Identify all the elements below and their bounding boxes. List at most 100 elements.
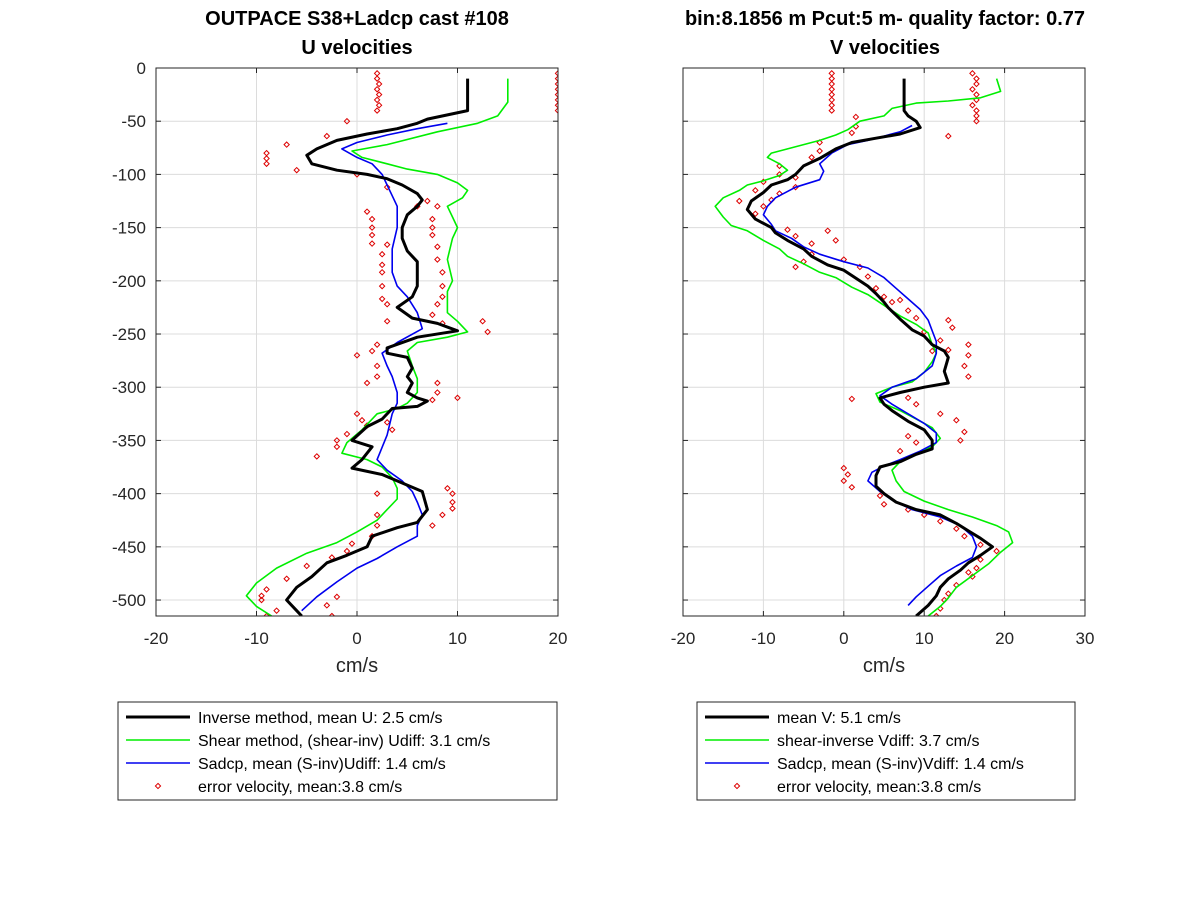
v-error-velocity-point	[828, 70, 836, 77]
u-error-velocity-point	[479, 317, 486, 325]
v-error-velocity-point	[752, 210, 759, 218]
u-error-velocity-point	[434, 256, 441, 263]
u-y-tick-label: -150	[112, 219, 146, 238]
u-error-velocity-point	[368, 231, 376, 239]
v-grid	[682, 67, 1086, 616]
u-error-velocity-point	[263, 149, 270, 157]
u-error-velocity-point	[383, 300, 391, 308]
v-error-velocity-point	[957, 437, 964, 444]
v-error-velocity-point	[953, 525, 960, 533]
v-panel-title: bin:8.1856 m Pcut:5 m- quality factor: 0…	[685, 8, 1085, 30]
u-error-velocity-point	[439, 511, 446, 519]
v-error-velocity-point	[880, 293, 888, 301]
u-error-velocity-point	[373, 511, 381, 519]
u-x-axis-label: cm/s	[336, 655, 378, 677]
u-error-velocity-point	[484, 328, 491, 336]
u-x-tick-label: -10	[244, 629, 269, 648]
v-error-velocity-point	[961, 428, 968, 436]
v-x-axis-label: cm/s	[863, 655, 905, 677]
u-error-velocity-point	[454, 394, 461, 402]
v-error-velocity-point	[876, 492, 884, 500]
u-error-velocity-point	[368, 215, 376, 223]
v-legend-marker	[733, 782, 741, 790]
v-error-velocity-point	[888, 298, 896, 306]
u-error-velocity-point	[434, 243, 441, 251]
v-error-velocity-point	[973, 91, 980, 98]
v-error-velocity-point	[735, 197, 743, 205]
v-error-velocity-point	[912, 400, 920, 408]
v-error-velocity-point	[828, 85, 836, 93]
u-error-velocity-point	[375, 91, 383, 98]
u-legend-entry: Sadcp, mean (S-inv)Udiff: 1.4 cm/s	[198, 756, 446, 773]
v-x-tick-label: -20	[671, 629, 696, 648]
v-error-velocity-point	[936, 517, 944, 525]
v-error-velocity-point	[969, 85, 976, 93]
u-error-velocity-point	[368, 240, 376, 247]
v-error-velocity-point	[872, 284, 880, 292]
v-error-velocity-point	[880, 500, 888, 508]
u-y-tick-label: -100	[112, 165, 146, 184]
u-error-velocity-point	[353, 410, 361, 418]
v-legend-entry: mean V: 5.1 cm/s	[777, 710, 901, 727]
u-x-tick-label: 0	[352, 629, 361, 648]
u-error-velocity-point	[373, 362, 381, 370]
v-error-velocity-point	[945, 132, 952, 140]
u-error-velocity-point	[375, 80, 383, 88]
v-error-velocity-point	[953, 416, 960, 424]
u-error-velocity-point	[283, 575, 290, 583]
u-error-velocity-point	[378, 268, 386, 276]
v-series-line-2	[762, 124, 978, 606]
v-error-velocity-point	[852, 113, 860, 121]
u-error-velocity-point	[388, 426, 396, 434]
u-series-line-0	[285, 78, 470, 616]
v-panel-subtitle: V velocities	[830, 37, 940, 59]
u-error-velocity-point	[343, 117, 351, 125]
u-error-velocity-point	[439, 268, 446, 276]
u-error-velocity-point	[328, 612, 336, 616]
u-y-tick-label: -400	[112, 485, 146, 504]
u-panel-subtitle: U velocities	[301, 37, 412, 59]
u-y-tick-label: 0	[137, 59, 146, 78]
v-error-velocity-point	[904, 394, 912, 402]
v-error-velocity-point	[961, 532, 968, 540]
v-error-velocity-point	[904, 307, 912, 314]
v-error-velocity-point	[973, 75, 980, 82]
u-error-velocity-point	[434, 389, 441, 396]
u-error-velocity-point	[348, 540, 356, 547]
u-error-velocity-point	[368, 224, 376, 231]
v-error-velocity-point	[965, 351, 972, 359]
v-error-velocity-point	[977, 541, 984, 549]
v-error-velocity-point	[828, 101, 836, 109]
u-error-velocity-point	[363, 379, 371, 387]
v-error-velocity-point	[864, 273, 872, 280]
u-error-velocity-point	[429, 224, 436, 231]
u-error-velocity-point	[373, 490, 381, 497]
u-legend-entry: Shear method, (shear-inv) Udiff: 3.1 cm/…	[198, 733, 490, 750]
u-error-velocity-point	[434, 203, 441, 210]
u-y-tick-label: -350	[112, 431, 146, 450]
v-x-tick-label: 10	[915, 629, 934, 648]
u-error-velocity-point	[368, 347, 376, 355]
v-error-velocity-point	[969, 101, 976, 109]
u-legend-entry: Inverse method, mean U: 2.5 cm/s	[198, 710, 443, 727]
u-error-velocity-point	[554, 91, 558, 98]
v-error-velocity-point	[828, 96, 836, 104]
v-error-velocity-point	[969, 70, 976, 77]
u-error-velocity-point	[333, 593, 341, 601]
v-plot-area	[714, 70, 1014, 616]
u-series-line-2	[301, 122, 448, 612]
u-error-velocity-point	[375, 101, 383, 109]
u-error-velocity-point	[373, 341, 381, 348]
u-x-tick-label: 10	[448, 629, 467, 648]
v-error-velocity-point	[752, 187, 759, 194]
v-error-velocity-point	[792, 232, 799, 240]
v-ticks: -20 -10 0 10 20 30	[671, 67, 1094, 648]
v-legend: mean V: 5.1 cm/s shear-inverse Vdiff: 3.7…	[696, 701, 1076, 801]
u-error-velocity-point	[554, 80, 558, 88]
u-error-velocity-point	[378, 250, 386, 258]
u-error-velocity-point	[373, 75, 381, 82]
v-error-velocity-point	[961, 362, 968, 370]
u-error-velocity-point	[434, 379, 441, 387]
u-legend-box	[117, 701, 558, 801]
